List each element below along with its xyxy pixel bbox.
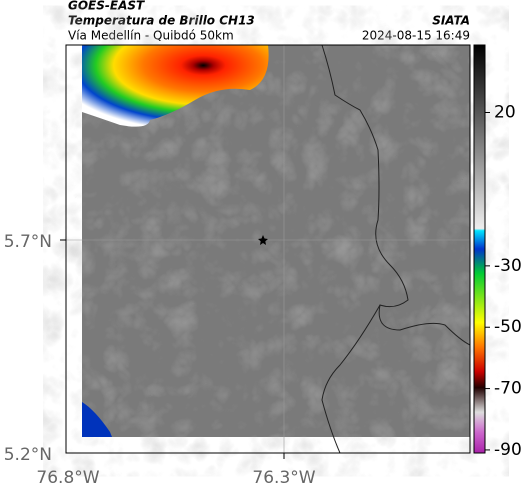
border	[321, 44, 471, 346]
subtitle: Temperatura de Brillo CH13	[68, 14, 255, 28]
border	[321, 304, 381, 454]
route: Vía Medellín - Quibdó 50km	[68, 29, 234, 43]
map	[60, 44, 471, 459]
title: GOES-EAST	[68, 0, 145, 13]
lat-label: 5.7°N	[4, 232, 52, 252]
cold-cloud	[82, 402, 112, 437]
source: SIATA	[432, 14, 470, 28]
colorbar-tick-label: -70	[494, 379, 522, 399]
location-marker	[258, 235, 268, 245]
timestamp: 2024-08-15 16:49	[362, 29, 470, 43]
map-frame	[65, 44, 471, 454]
lat-label: 5.2°N	[4, 445, 52, 465]
colorbar	[473, 44, 486, 454]
cold-cloud	[82, 45, 269, 127]
colorbar-tick-label: -50	[494, 317, 522, 337]
colorbar-tick-label: -30	[494, 256, 522, 276]
colorbar-tick-label: -90	[494, 440, 522, 460]
lon-label: 76.8°W	[36, 468, 99, 488]
colorbar-tick-label: 20	[494, 102, 516, 122]
lon-label: 76.3°W	[252, 468, 315, 488]
